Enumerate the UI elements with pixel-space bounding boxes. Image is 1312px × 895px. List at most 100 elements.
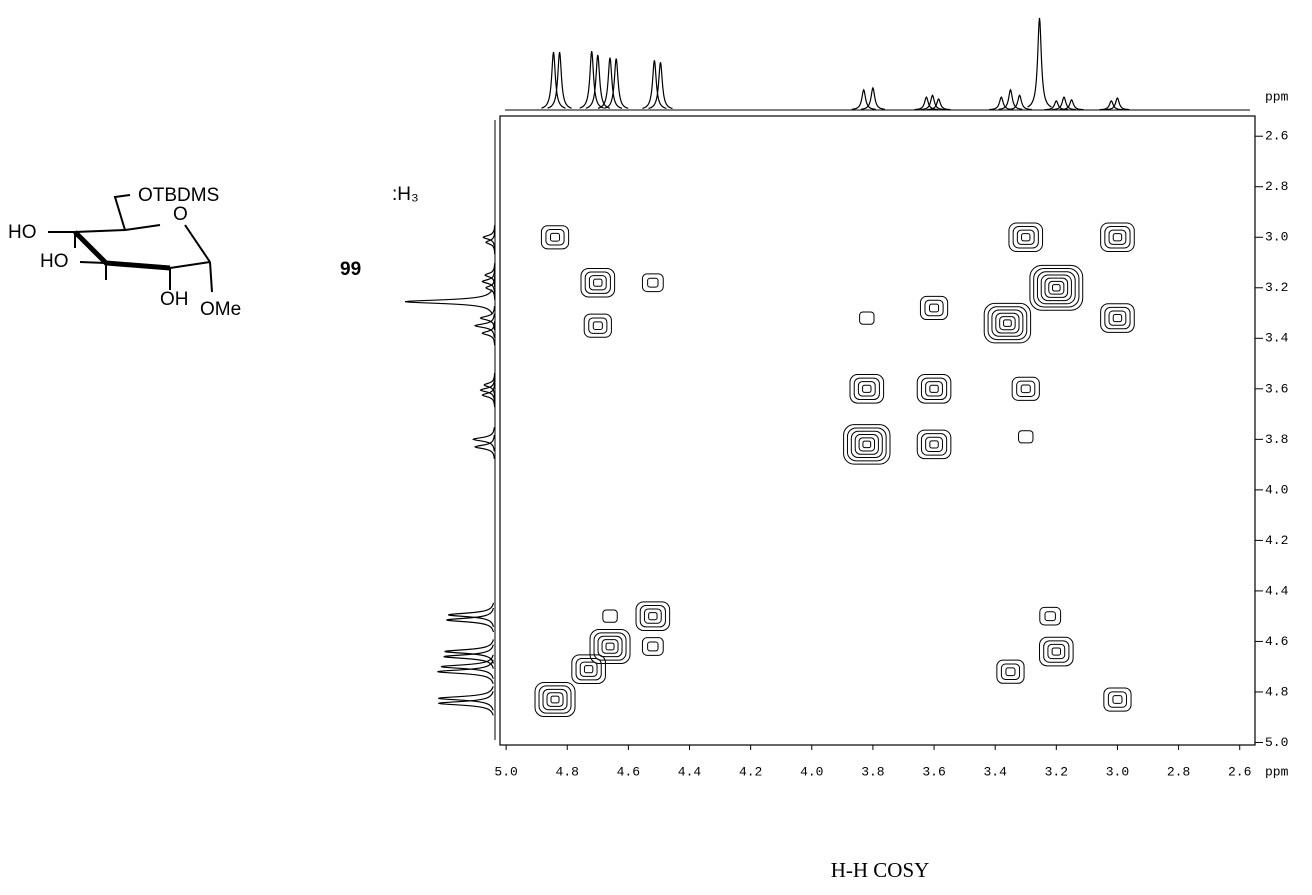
contour: [605, 642, 615, 651]
spectrum-peak: [585, 54, 610, 109]
contour: [1107, 691, 1128, 708]
spectrum-peak: [1007, 94, 1032, 111]
spectrum-peak: [446, 607, 494, 633]
y-tick-label: 3.6: [1265, 381, 1288, 396]
contour: [1016, 229, 1035, 245]
spectrum-peak: [926, 98, 951, 111]
contour: [579, 661, 598, 677]
contour: [583, 665, 594, 674]
contour: [647, 641, 659, 652]
contour: [584, 271, 611, 294]
contour: [929, 303, 940, 313]
x-tick-label: 4.2: [739, 764, 762, 779]
x-tick-label: 3.6: [922, 764, 945, 779]
x-tick-label: 3.4: [983, 764, 1007, 779]
contour: [1039, 636, 1074, 667]
spectrum-peak: [1059, 99, 1084, 111]
contour: [1043, 640, 1070, 663]
bond: [113, 194, 161, 232]
spectrum-peak: [597, 57, 623, 109]
spectrum-peak: [1051, 96, 1077, 111]
contour: [996, 659, 1025, 684]
contour: [545, 229, 565, 246]
contour: [1000, 663, 1021, 680]
contour: [1100, 303, 1135, 333]
spectrum-peak: [473, 313, 495, 338]
structure-label: HO: [40, 251, 69, 272]
contour: [593, 632, 627, 661]
x-axis-label: ppm: [1265, 89, 1289, 104]
y-tick-label: 4.2: [1265, 533, 1288, 548]
contour: [1021, 233, 1031, 242]
y-tick-label: 4.0: [1265, 482, 1288, 497]
spectrum-peak: [998, 88, 1023, 110]
contour: [1104, 306, 1131, 330]
contour: [858, 437, 876, 452]
contour: [987, 306, 1028, 341]
x-tick-label: 2.6: [1228, 764, 1251, 779]
contour: [929, 440, 939, 449]
contour: [850, 430, 883, 459]
y-tick-label: 4.4: [1265, 583, 1289, 598]
contour: [857, 381, 876, 397]
spectrum-peak: [481, 269, 496, 294]
contour: [1047, 643, 1066, 660]
spectrum-peak: [989, 96, 1014, 111]
spectrum-peak: [1027, 17, 1052, 108]
contour: [929, 384, 939, 393]
spectrum-peak: [483, 373, 496, 397]
spectrum-peak: [485, 275, 496, 300]
contour: [920, 433, 948, 456]
x-axis-label: ppm: [1265, 764, 1289, 779]
contour: [1012, 226, 1039, 249]
x-tick-label: 4.4: [678, 764, 702, 779]
contour: [601, 639, 619, 654]
bond: [79, 261, 107, 264]
spectrum-peak: [443, 644, 494, 669]
contour: [991, 309, 1024, 337]
spectrum-peak: [479, 306, 496, 331]
y-tick-label: 4.8: [1265, 684, 1288, 699]
y-tick-label: 4.6: [1265, 634, 1288, 649]
spectrum-peak: [1099, 99, 1124, 111]
contour: [846, 427, 887, 462]
contour: [1020, 384, 1031, 394]
contour: [925, 381, 943, 397]
clipped-label: :H₃: [392, 184, 419, 205]
spectrum-peak: [642, 60, 667, 109]
spectrum-peak: [648, 62, 673, 109]
structure-label: OH: [160, 289, 189, 310]
contour: [1112, 233, 1123, 242]
contour: [589, 628, 631, 664]
contour: [1008, 222, 1044, 253]
contour: [1011, 376, 1040, 401]
spectrum-peak: [860, 86, 886, 110]
contour: [534, 682, 576, 718]
contour: [920, 377, 948, 401]
contour: [843, 424, 891, 465]
spectrum-peak: [914, 96, 939, 111]
contour: [1018, 430, 1034, 444]
contour: [639, 604, 666, 628]
structure: [48, 194, 213, 293]
contour: [540, 225, 570, 250]
contour: [1003, 319, 1012, 327]
x-tick-label: 3.0: [1106, 764, 1129, 779]
contour: [1104, 226, 1131, 249]
contour: [588, 275, 607, 291]
y-tick-label: 3.8: [1265, 432, 1288, 447]
spectrum-peak: [482, 225, 496, 250]
contour: [641, 637, 664, 656]
contour: [583, 313, 612, 338]
contour: [1040, 274, 1072, 302]
contour: [1044, 277, 1069, 298]
x-tick-label: 5.0: [494, 764, 517, 779]
spectrum-peak: [448, 602, 495, 628]
x-tick-label: 3.8: [861, 764, 884, 779]
contour: [1033, 268, 1080, 308]
spectrum-peak: [473, 434, 495, 460]
x-tick-label: 4.0: [800, 764, 823, 779]
structure-label: O: [173, 204, 188, 225]
contour: [983, 302, 1032, 344]
